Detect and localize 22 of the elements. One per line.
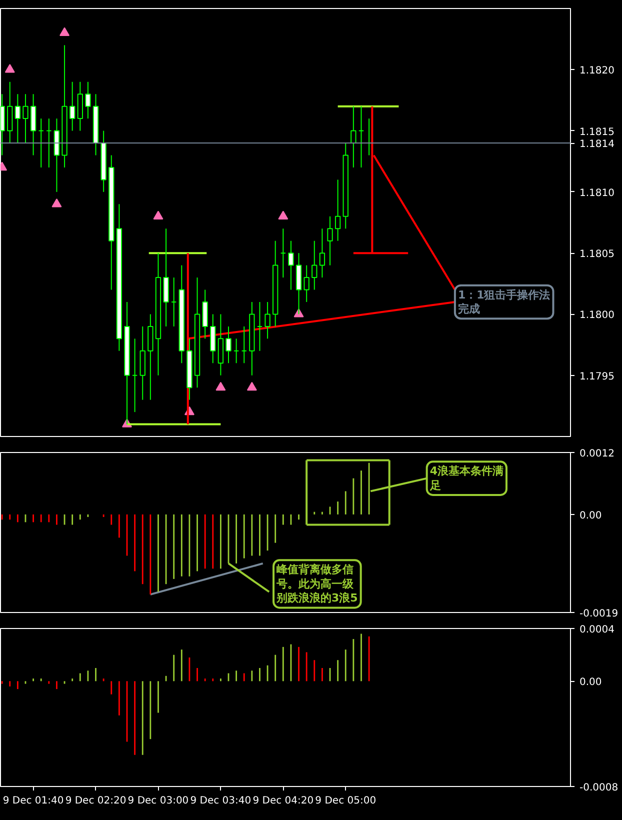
ref-line-label: 1.1814 xyxy=(580,139,614,150)
y-tick-label: 0.0012 xyxy=(580,448,614,460)
x-tick-label: 9 Dec 01:40 xyxy=(2,796,64,806)
annotation: 峰值背离做多信号。此为高一级别跌浪浪的3浪5 xyxy=(276,563,358,605)
y-tick-label: 1.1815 xyxy=(580,126,614,138)
y-tick-label: -0.0008 xyxy=(580,782,618,794)
x-tick-label: 9 Dec 04:20 xyxy=(252,796,314,806)
y-tick-label: 0.00 xyxy=(580,510,602,522)
annotation: 1：1狙击手操作法完成 xyxy=(458,288,550,316)
x-tick-label: 9 Dec 05:00 xyxy=(315,796,376,806)
y-tick-label: 1.1805 xyxy=(580,249,614,260)
y-tick-label: 0.00 xyxy=(580,677,602,688)
x-tick-label: 9 Dec 02:20 xyxy=(65,796,126,806)
annotation: 4浪基本条件满足 xyxy=(428,464,504,492)
y-tick-label: 1.1820 xyxy=(580,66,614,77)
x-tick-label: 9 Dec 03:00 xyxy=(128,796,189,806)
y-tick-label: 0.0004 xyxy=(580,624,614,636)
y-tick-label: 1.1800 xyxy=(580,310,614,322)
y-tick-label: 1.1810 xyxy=(580,188,614,199)
x-tick-label: 9 Dec 03:40 xyxy=(190,796,252,806)
y-tick-label: -0.0019 xyxy=(580,608,618,620)
y-tick-label: 1.1795 xyxy=(580,371,614,382)
